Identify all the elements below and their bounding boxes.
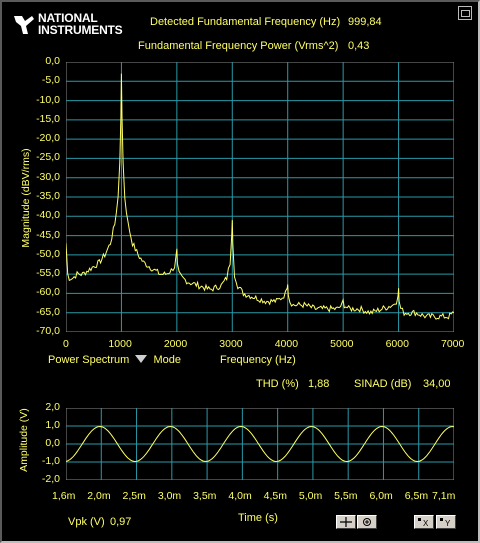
- axis-tick-label: -1,0: [41, 455, 60, 467]
- axis-tick-label: 3,0m: [157, 490, 182, 502]
- axis-tick-label: 7000: [441, 338, 465, 350]
- axis-tick-label: 4,5m: [263, 490, 287, 502]
- thd-label: THD (%): [256, 378, 299, 390]
- axis-tick-label: -5,0: [41, 74, 60, 87]
- svg-text:X: X: [423, 519, 429, 527]
- axis-tick-label: 1000: [108, 338, 132, 350]
- y-scale-icon: Y: [440, 518, 451, 527]
- axis-tick-label: 2,5m: [122, 490, 146, 502]
- spectrum-ylabel-box: Magnitude (dBV/rms): [14, 62, 34, 347]
- fund-power-value: 0,43: [348, 40, 370, 52]
- sinad-value: 34,00: [423, 378, 451, 390]
- logo-line-1: NATIONAL: [38, 11, 98, 25]
- axis-tick-label: -30,0: [36, 170, 60, 183]
- axis-tick-label: -60,0: [36, 286, 60, 299]
- axis-tick-label: -35,0: [36, 190, 60, 202]
- zoom-icon: [363, 518, 371, 526]
- cursor-move-button[interactable]: [336, 515, 356, 529]
- axis-tick-label: -20,0: [36, 132, 60, 145]
- zoom-button[interactable]: [357, 515, 377, 529]
- y-scale-button[interactable]: Y: [436, 515, 456, 529]
- ni-logo: NATIONAL INSTRUMENTS: [12, 10, 132, 38]
- vpk-label: Vpk (V): [68, 516, 105, 528]
- axis-tick-label: 2000: [163, 338, 188, 350]
- axis-tick-label: -55,0: [36, 267, 60, 280]
- waveform-x-axis-label: Time (s): [238, 512, 278, 524]
- x-scale-icon: X: [418, 518, 429, 527]
- axis-tick-label: -2,0: [41, 473, 60, 485]
- axis-tick-label: 0,0: [45, 437, 60, 449]
- eagle-icon: [14, 16, 34, 34]
- waveform-ylabel-box: Amplitude (V): [14, 404, 34, 484]
- axis-tick-label: 6,5m: [404, 490, 429, 502]
- axis-tick-label: 5,5m: [334, 490, 358, 502]
- restore-window-icon[interactable]: [458, 6, 472, 20]
- mode-label: Mode: [153, 354, 181, 366]
- axis-tick-label: -10,0: [36, 93, 60, 106]
- axis-tick-label: -25,0: [36, 151, 60, 164]
- spectrum-x-axis-label: Frequency (Hz): [220, 354, 296, 366]
- crosshair-icon: [340, 517, 352, 527]
- spectrum-plot[interactable]: [66, 62, 454, 332]
- vpk-value: 0,97: [110, 516, 132, 528]
- axis-tick-label: 1,6m: [52, 490, 76, 502]
- axis-tick-label: -40,0: [36, 209, 60, 222]
- axis-tick-label: 7,1m: [432, 490, 456, 502]
- spectrum-y-axis-label: Magnitude (dBV/rms): [20, 148, 32, 248]
- axis-tick-label: -50,0: [36, 247, 60, 260]
- plot-legend[interactable]: Power Spectrum Mode: [48, 354, 181, 366]
- thd-value: 1,88: [308, 378, 330, 390]
- svg-text:Y: Y: [445, 519, 451, 527]
- axis-tick-label: 5,0m: [298, 490, 323, 502]
- axis-tick-label: 6000: [385, 338, 409, 350]
- axis-tick-label: -70,0: [36, 325, 60, 337]
- dropdown-triangle-icon[interactable]: [135, 355, 148, 364]
- axis-tick-label: 1,0: [45, 419, 60, 431]
- logo-line-2: INSTRUMENTS: [38, 23, 123, 37]
- fund-freq-label: Detected Fundamental Frequency (Hz): [150, 16, 341, 28]
- sinad-label: SINAD (dB): [354, 378, 412, 390]
- waveform-trace: [66, 425, 454, 463]
- fund-freq-value: 999,84: [348, 16, 382, 28]
- spectrum-trace: [66, 73, 454, 320]
- waveform-y-axis-label: Amplitude (V): [18, 408, 30, 472]
- axis-tick-label: 3000: [219, 338, 243, 350]
- axis-tick-label: -65,0: [36, 305, 60, 318]
- x-scale-button[interactable]: X: [414, 515, 434, 529]
- waveform-plot[interactable]: [66, 408, 454, 480]
- fund-power-label: Fundamental Frequency Power (Vrms^2): [138, 40, 339, 52]
- axis-tick-label: 3,5m: [193, 490, 217, 502]
- axis-tick-label: 0,0: [45, 55, 60, 67]
- plot-name: Power Spectrum: [48, 354, 130, 366]
- axis-tick-label: 4,0m: [228, 490, 252, 502]
- axis-tick-label: 5000: [330, 338, 354, 350]
- axis-tick-label: -15,0: [36, 112, 60, 125]
- axis-tick-label: 2,0: [45, 401, 60, 413]
- axis-tick-label: 0: [63, 338, 69, 350]
- axis-tick-label: 4000: [274, 338, 299, 350]
- axis-tick-label: 2,0m: [87, 490, 111, 502]
- axis-tick-label: -45,0: [36, 228, 60, 241]
- axis-tick-label: 6,0m: [369, 490, 393, 502]
